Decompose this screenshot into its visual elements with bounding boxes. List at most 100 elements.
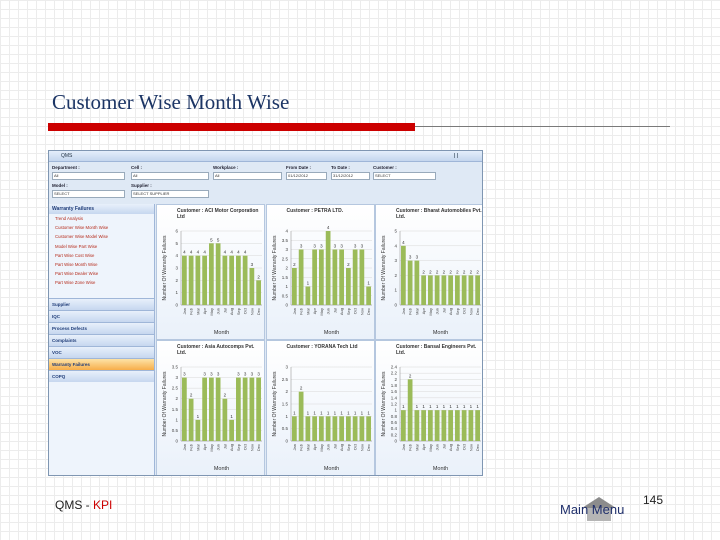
bar	[229, 419, 234, 441]
x-tick-label: Dec	[366, 444, 371, 451]
x-tick-label: Jan	[401, 308, 406, 314]
y-tick-label: 1	[285, 414, 288, 419]
nav-item[interactable]: Customer Wise Model Wise	[55, 234, 109, 240]
x-tick-label: Apr	[202, 307, 207, 314]
bar	[305, 286, 310, 305]
bar	[188, 255, 194, 305]
nav-item[interactable]: Part Wise Month Wise	[55, 261, 98, 267]
x-tick-label: Jun	[325, 308, 330, 314]
y-tick-label: 1.6	[391, 389, 398, 394]
filter-input: 01/12/2012	[286, 172, 327, 180]
x-tick-label: Jun	[216, 444, 221, 450]
nav-section[interactable]: IQC	[49, 309, 154, 322]
bar	[222, 255, 228, 305]
filter-label: To Date :	[331, 165, 350, 170]
chart-title: Customer : Bansal Engineers Pvt. Ltd.	[396, 344, 477, 356]
bar	[475, 275, 480, 305]
data-label: 2	[463, 269, 466, 274]
data-label: 3	[416, 255, 419, 260]
data-label: 1	[347, 410, 350, 415]
chart-panel: 0 0.5 1 1.5 2 2.5 3 Number Of Warranty Failures…	[265, 340, 375, 475]
nav-item[interactable]: Customer Wise Month Wise	[55, 225, 109, 231]
data-label: 3	[210, 372, 213, 377]
bar	[461, 410, 467, 441]
bar	[318, 249, 324, 305]
y-tick-label: 1.5	[281, 402, 288, 407]
data-label: 1	[422, 404, 425, 409]
y-tick-label: 2.5	[281, 256, 288, 261]
x-tick-label: Jan	[291, 308, 296, 314]
home-icon	[582, 497, 616, 521]
bar	[188, 398, 194, 441]
title-accent	[48, 123, 415, 131]
bar	[345, 416, 351, 441]
main-menu-button[interactable]: Main Menu	[556, 496, 642, 522]
chart: 0 0.5 1 1.5 2 2.5 3 Number Of Warranty Failures…	[272, 365, 372, 472]
nav-item[interactable]: Trend Analysis	[55, 216, 84, 221]
bar	[365, 286, 371, 305]
nav-item[interactable]: Part Wise Dealer Wise	[55, 271, 99, 277]
y-tick-label: 0	[175, 303, 178, 308]
data-label: 1	[436, 404, 439, 409]
y-tick-label: 0	[285, 439, 288, 444]
data-label: 1	[367, 410, 370, 415]
bar	[428, 275, 433, 305]
y-tick-label: 4	[394, 243, 397, 248]
bar	[448, 275, 453, 305]
nav-item[interactable]: Part Wise Cost Wise	[55, 252, 95, 258]
bar	[305, 416, 310, 441]
data-label: 2	[347, 262, 350, 267]
data-label: 3	[409, 255, 412, 260]
x-tick-label: May	[209, 444, 214, 452]
x-tick-label: Apr	[421, 307, 426, 314]
data-label: 1	[456, 404, 459, 409]
y-tick-label: 0.5	[281, 426, 288, 431]
filter-label: Cell :	[131, 165, 143, 170]
nav-section[interactable]: Complaints	[49, 333, 154, 346]
nav-section[interactable]: Warranty Failures	[49, 357, 154, 370]
x-tick-label: Mar	[414, 443, 419, 451]
data-label: 3	[353, 244, 356, 249]
y-tick-label: 2.5	[172, 386, 179, 391]
filter-label: Model :	[52, 183, 68, 188]
filter-label: Customer :	[373, 165, 397, 170]
x-tick-label: Jun	[435, 444, 440, 450]
y-tick-label: 1.2	[391, 402, 398, 407]
x-tick-label: May	[209, 308, 214, 316]
nav-section[interactable]: VOC	[49, 345, 154, 358]
bar	[365, 416, 371, 441]
bar	[414, 260, 420, 305]
bar	[209, 243, 214, 305]
nav-item[interactable]: Part Wise Zone Wise	[55, 280, 96, 286]
bar	[215, 243, 221, 305]
x-tick-label: Dec	[256, 308, 261, 315]
y-tick-label: 0.8	[391, 414, 398, 419]
x-tick-label: Aug	[448, 444, 453, 451]
nav-section[interactable]: Process Defects	[49, 321, 154, 334]
data-label: 1	[197, 414, 200, 419]
data-label: 1	[463, 404, 466, 409]
bar	[332, 249, 337, 305]
y-tick-label: 2	[175, 278, 178, 283]
y-axis-label: Number Of Warranty Failures	[162, 371, 168, 437]
y-tick-label: 6	[175, 229, 178, 234]
window-controls	[454, 153, 482, 158]
chart-title: Customer : ACI Motor Corporation Ltd	[177, 208, 259, 220]
data-label: 1	[293, 410, 296, 415]
data-label: 3	[183, 372, 186, 377]
bar	[182, 255, 187, 305]
bar	[242, 255, 248, 305]
filter-input: SELECT	[52, 190, 125, 198]
data-label: 3	[237, 372, 240, 377]
nav-section[interactable]: COPQ	[49, 369, 154, 382]
x-tick-label: Jun	[216, 308, 221, 314]
nav-item[interactable]: Model Wise Part Wise	[55, 243, 98, 249]
nav-section[interactable]: Supplier	[49, 297, 154, 310]
data-label: 2	[190, 393, 193, 398]
y-tick-label: 2	[285, 389, 288, 394]
bar	[202, 255, 207, 305]
bar	[359, 249, 364, 305]
x-tick-label: Aug	[229, 308, 234, 315]
bar	[242, 377, 248, 441]
